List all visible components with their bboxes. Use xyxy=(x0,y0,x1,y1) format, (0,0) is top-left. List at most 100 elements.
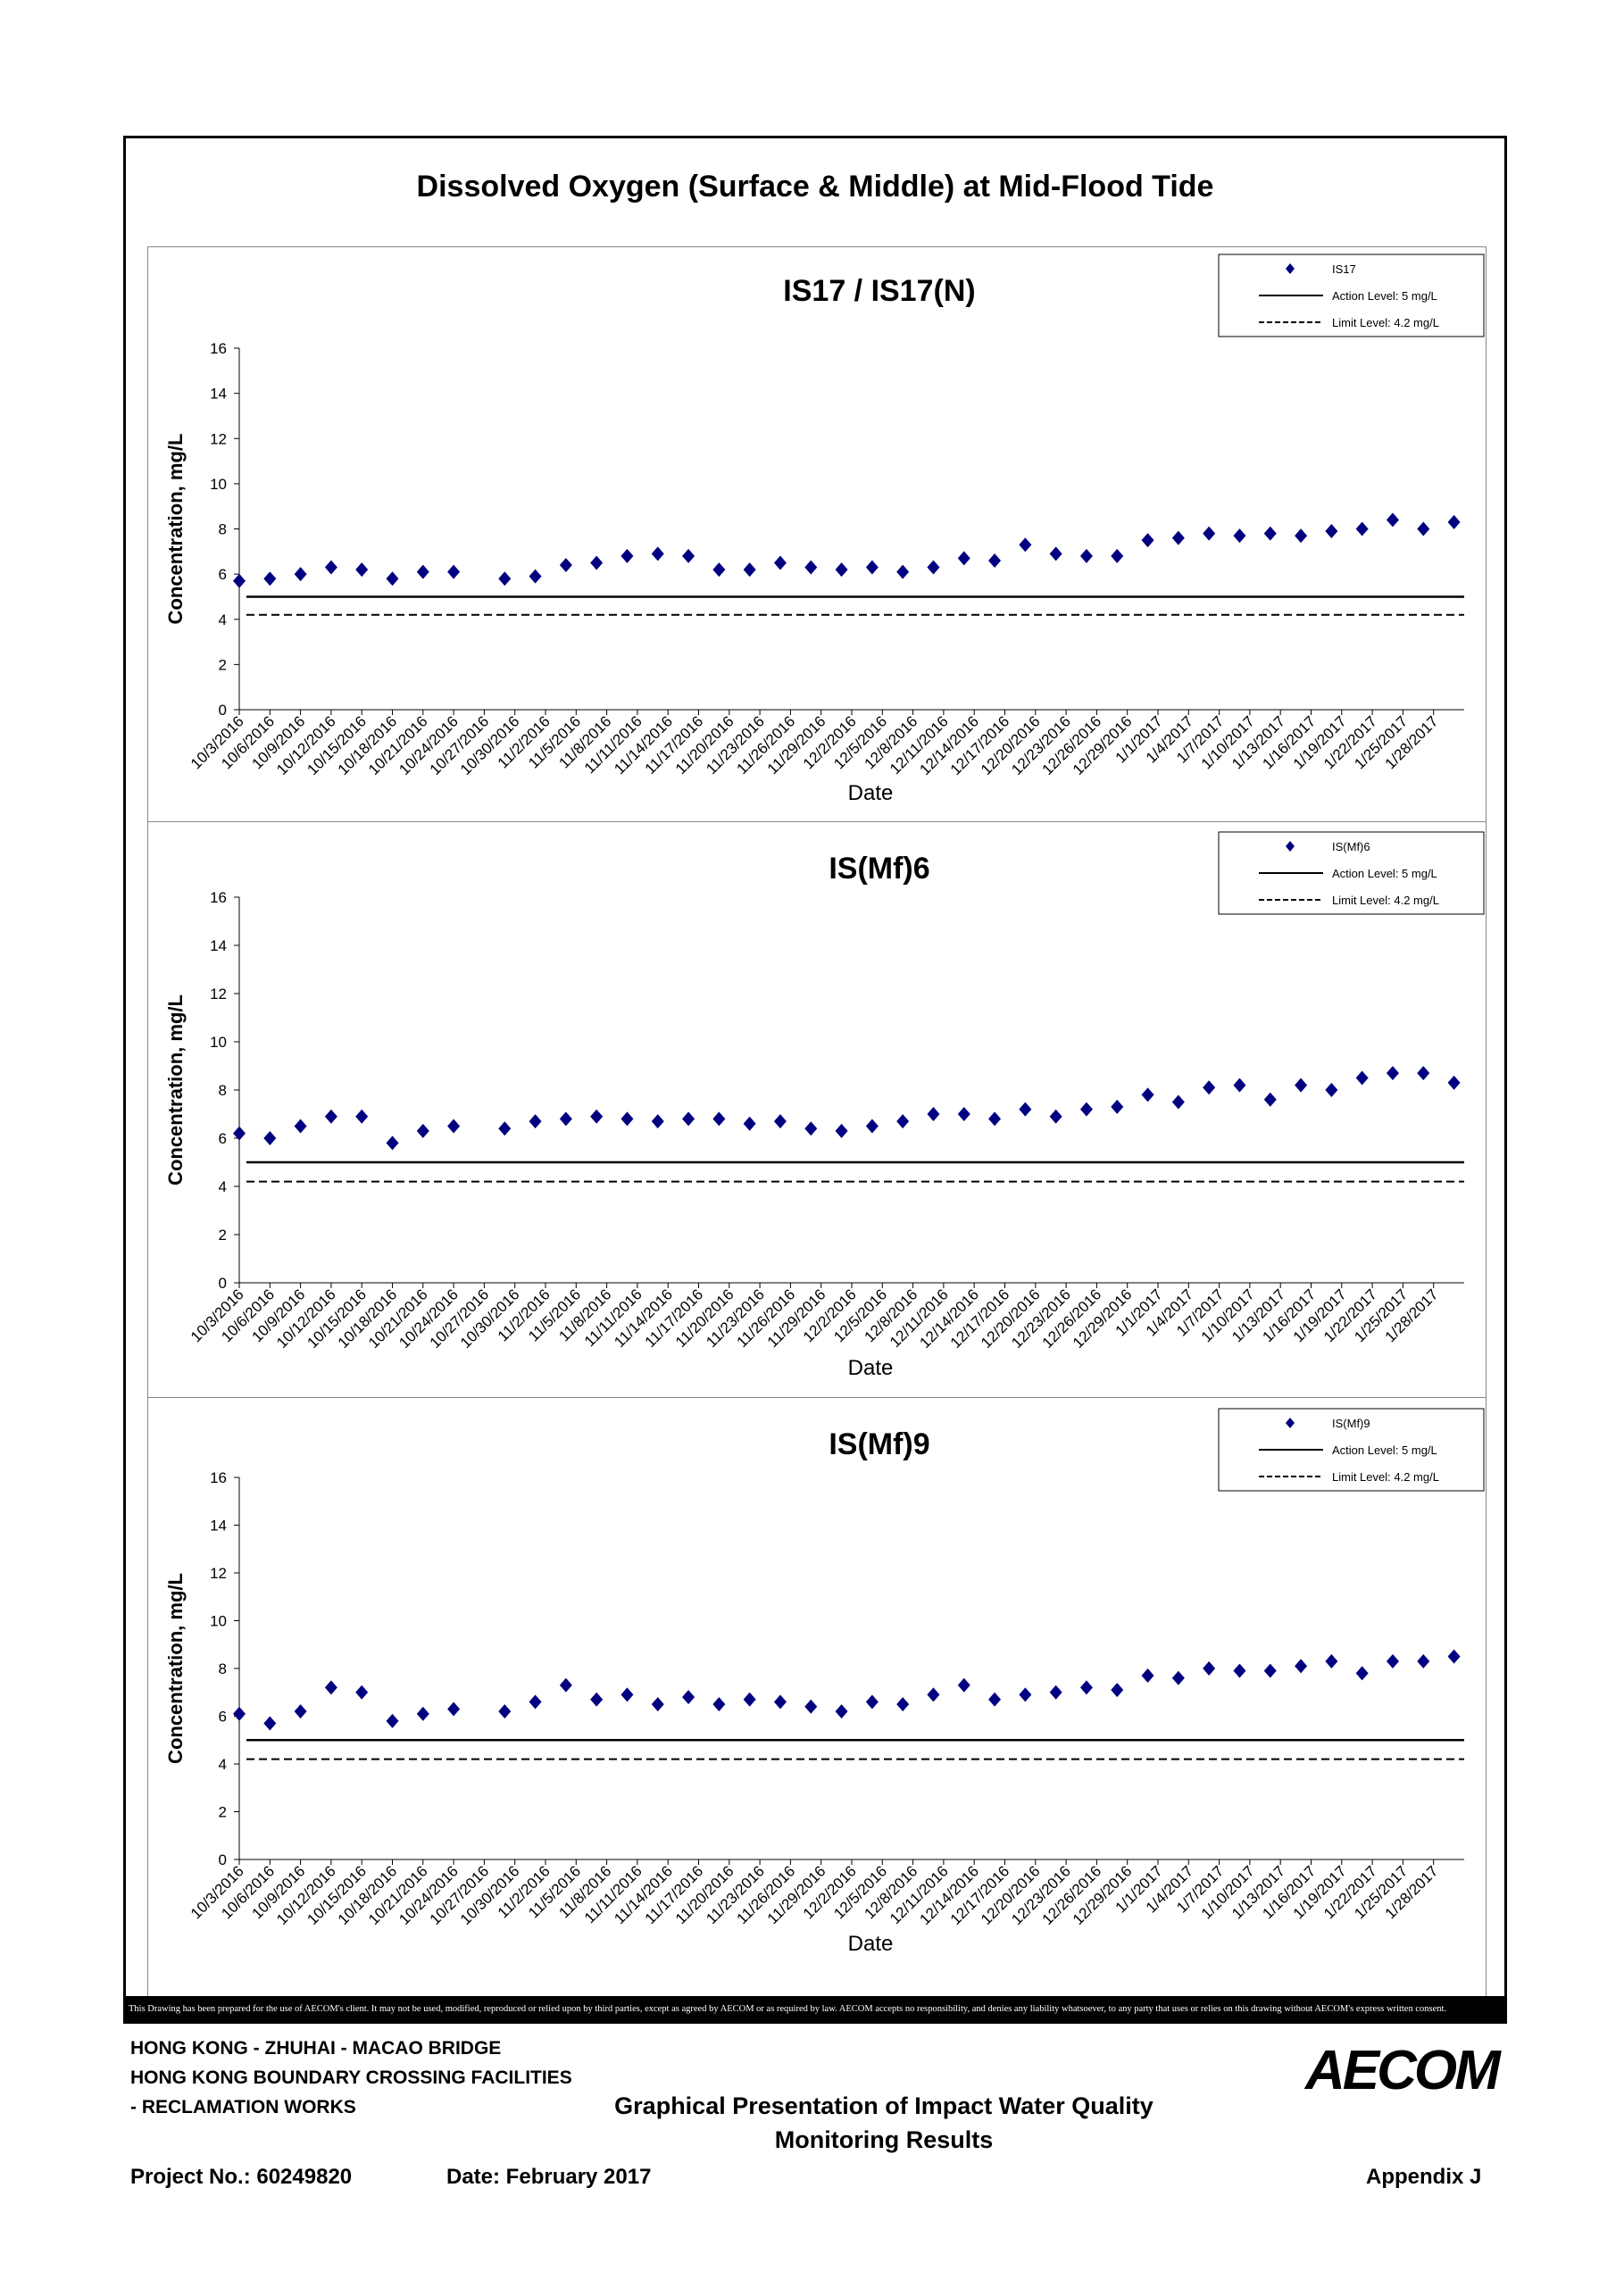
data-point xyxy=(1386,1653,1399,1668)
data-point xyxy=(620,548,634,563)
data-point xyxy=(1233,1663,1246,1678)
y-tick-label: 16 xyxy=(210,340,227,357)
data-point xyxy=(1079,1680,1093,1695)
data-point xyxy=(682,548,695,563)
data-point xyxy=(1171,1094,1185,1110)
legend-label: Action Level: 5 mg/L xyxy=(1332,1443,1437,1457)
data-point xyxy=(927,1107,940,1121)
y-tick-label: 10 xyxy=(210,1034,227,1051)
y-tick-label: 4 xyxy=(219,1756,227,1773)
data-point xyxy=(1141,1668,1154,1684)
data-point xyxy=(1203,1661,1216,1676)
data-point xyxy=(447,564,461,579)
data-point xyxy=(988,1692,1002,1707)
data-point xyxy=(447,1701,461,1717)
data-point xyxy=(743,562,756,578)
data-point xyxy=(1295,1077,1308,1093)
data-point xyxy=(529,1694,542,1710)
data-point xyxy=(620,1687,634,1702)
data-point xyxy=(773,555,787,570)
legend-label: IS(Mf)6 xyxy=(1332,840,1370,853)
data-point xyxy=(896,564,910,579)
data-point xyxy=(1355,521,1369,537)
data-point xyxy=(1049,1109,1062,1124)
legend-label: Limit Level: 4.2 mg/L xyxy=(1332,894,1439,907)
legend-label: IS17 xyxy=(1332,262,1356,276)
project-name-line3: - RECLAMATION WORKS xyxy=(130,2097,356,2117)
data-point xyxy=(651,546,664,562)
data-point xyxy=(1386,1066,1399,1081)
data-point xyxy=(263,1716,277,1731)
drawing-subtitle-line1: Graphical Presentation of Impact Water Q… xyxy=(614,2092,1153,2119)
y-tick-label: 2 xyxy=(219,1804,227,1821)
data-point xyxy=(324,1680,337,1695)
legend-label: Limit Level: 4.2 mg/L xyxy=(1332,316,1439,329)
chart-legend: IS(Mf)6 Action Level: 5 mg/L Limit Level: … xyxy=(1218,831,1485,915)
y-tick-label: 14 xyxy=(210,1518,227,1535)
data-point xyxy=(1171,1670,1185,1685)
data-point xyxy=(355,562,369,578)
data-point xyxy=(773,1694,787,1710)
data-point xyxy=(1447,514,1461,529)
project-name-line2: HONG KONG BOUNDARY CROSSING FACILITIES xyxy=(130,2067,572,2088)
data-point xyxy=(1417,521,1430,537)
data-point xyxy=(682,1111,695,1127)
data-point xyxy=(865,560,879,575)
data-point xyxy=(1325,1653,1338,1668)
y-axis-label: Concentration, mg/L xyxy=(164,994,187,1185)
data-point xyxy=(1263,526,1277,541)
data-point xyxy=(1447,1075,1461,1090)
y-tick-label: 0 xyxy=(219,1851,227,1868)
disclaimer-bar: This Drawing has been prepared for the u… xyxy=(123,1996,1507,2023)
data-point xyxy=(1111,1099,1124,1114)
data-point xyxy=(835,1704,848,1719)
data-point xyxy=(529,569,542,584)
y-tick-label: 6 xyxy=(219,566,227,583)
data-point xyxy=(1019,1687,1032,1702)
legend-marker xyxy=(1286,263,1295,274)
y-axis-label: Concentration, mg/L xyxy=(164,434,187,625)
data-point xyxy=(927,560,940,575)
chart-divider xyxy=(147,1397,1487,1398)
data-point xyxy=(957,1107,970,1121)
project-name-line1: HONG KONG - ZHUHAI - MACAO BRIDGE xyxy=(130,2038,502,2059)
y-tick-label: 14 xyxy=(210,937,227,954)
data-point xyxy=(896,1114,910,1129)
data-point xyxy=(957,1677,970,1693)
y-tick-label: 4 xyxy=(219,611,227,628)
data-point xyxy=(712,562,726,578)
data-point xyxy=(498,1704,512,1719)
data-point xyxy=(1111,548,1124,563)
project-number: Project No.: 60249820 xyxy=(130,2165,353,2189)
chart-title: IS(Mf)6 xyxy=(829,852,929,886)
data-point xyxy=(1263,1092,1277,1107)
data-point xyxy=(386,1136,399,1151)
y-tick-label: 2 xyxy=(219,1227,227,1244)
y-tick-label: 2 xyxy=(219,656,227,673)
data-point xyxy=(1233,528,1246,544)
data-point xyxy=(804,1699,818,1714)
data-point xyxy=(498,1121,512,1136)
data-point xyxy=(1141,533,1154,548)
x-axis-label: Date xyxy=(848,1932,894,1956)
data-point xyxy=(1417,1066,1430,1081)
data-point xyxy=(263,571,277,586)
data-point xyxy=(233,573,246,588)
x-axis-label: Date xyxy=(848,781,894,805)
data-point xyxy=(355,1109,369,1124)
data-point xyxy=(712,1111,726,1127)
data-point xyxy=(559,558,572,572)
y-tick-label: 10 xyxy=(210,1613,227,1630)
data-point xyxy=(324,560,337,575)
y-tick-label: 16 xyxy=(210,889,227,906)
data-point xyxy=(386,571,399,586)
data-point xyxy=(712,1697,726,1712)
y-axis-label: Concentration, mg/L xyxy=(164,1573,187,1764)
data-point xyxy=(804,1121,818,1136)
data-point xyxy=(1355,1070,1369,1086)
data-point xyxy=(957,551,970,566)
data-point xyxy=(590,555,604,570)
data-point xyxy=(651,1114,664,1129)
